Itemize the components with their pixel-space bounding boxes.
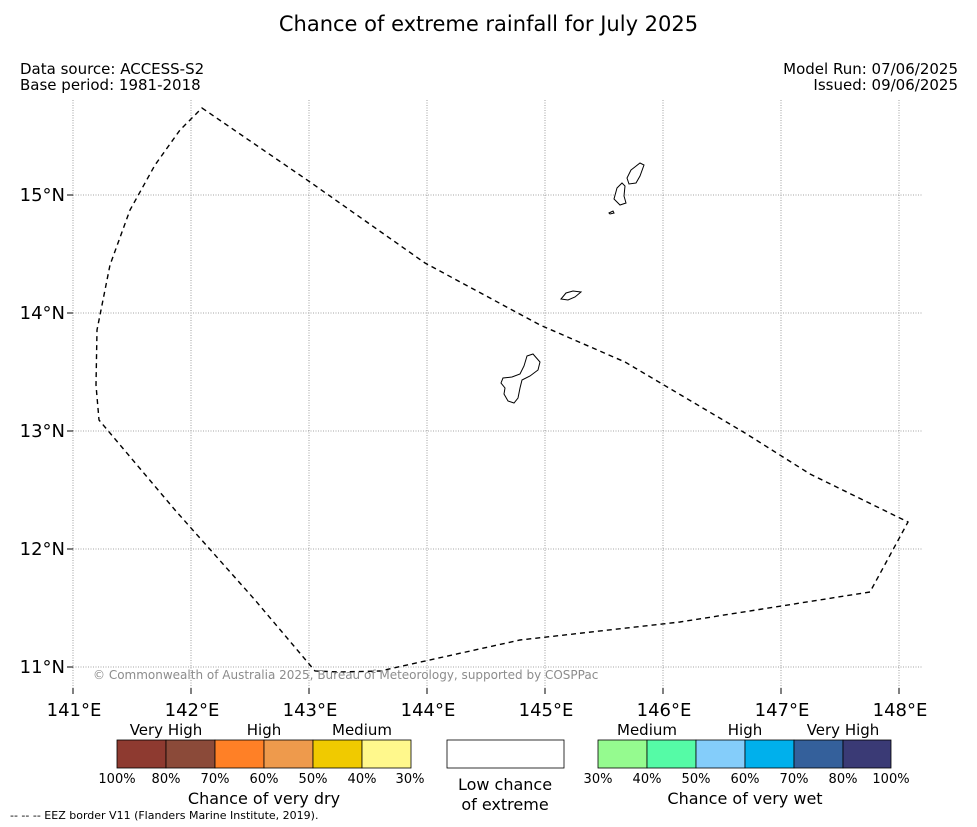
data-source-text: Data source: ACCESS-S2 xyxy=(20,60,205,78)
island-guam xyxy=(500,353,541,404)
lon-label-148e: 148°E xyxy=(873,700,928,721)
dry-color-bar xyxy=(116,739,412,769)
dry-group-medium: Medium xyxy=(332,721,392,739)
wet-tick-70: 70% xyxy=(780,772,809,787)
lat-label-15n: 15°N xyxy=(20,185,65,206)
wet-tick-30: 30% xyxy=(584,772,613,787)
wet-swatch-2 xyxy=(695,739,746,769)
island-tinian xyxy=(613,182,627,206)
lon-label-143e: 143°E xyxy=(283,700,338,721)
dry-swatch-2 xyxy=(214,739,265,769)
model-run-block: Model Run: 07/06/2025 Issued: 09/06/2025 xyxy=(783,61,958,93)
dry-caption: Chance of very dry xyxy=(188,789,340,808)
wet-group-very-high: Very High xyxy=(807,721,880,739)
eez-footnote: -- -- -- EEZ border V11 (Flanders Marine… xyxy=(10,809,319,822)
axis-ticks xyxy=(67,194,900,694)
lon-label-147e: 147°E xyxy=(755,700,810,721)
wet-tick-100: 100% xyxy=(872,772,909,787)
dry-tick-100: 100% xyxy=(98,772,135,787)
low-chance-caption-2: of extreme xyxy=(461,795,548,814)
island-rota xyxy=(560,290,583,301)
wet-tick-80: 80% xyxy=(829,772,858,787)
island-saipan xyxy=(626,162,645,185)
wet-group-medium: Medium xyxy=(617,721,677,739)
wet-caption: Chance of very wet xyxy=(667,789,822,808)
dry-tick-80: 80% xyxy=(152,772,181,787)
dry-group-high: High xyxy=(247,721,281,739)
copyright-text: © Commonwealth of Australia 2025, Bureau… xyxy=(93,668,598,682)
dry-tick-50: 50% xyxy=(299,772,328,787)
wet-group-high: High xyxy=(728,721,762,739)
wet-swatch-3 xyxy=(744,739,795,769)
lon-label-146e: 146°E xyxy=(637,700,692,721)
low-chance-caption-1: Low chance xyxy=(458,775,552,794)
low-chance-swatch xyxy=(446,739,565,769)
lat-label-12n: 12°N xyxy=(20,539,65,560)
lon-label-145e: 145°E xyxy=(519,700,574,721)
data-source-block: Data source: ACCESS-S2 Base period: 1981… xyxy=(20,61,204,93)
wet-swatch-0 xyxy=(597,739,648,769)
islands xyxy=(500,162,645,404)
eez-border xyxy=(95,107,909,673)
dry-group-very-high: Very High xyxy=(130,721,203,739)
base-period-text: Base period: 1981-2018 xyxy=(20,76,201,94)
dry-swatch-3 xyxy=(263,739,314,769)
lon-label-141e: 141°E xyxy=(47,700,102,721)
lon-label-144e: 144°E xyxy=(401,700,456,721)
lon-label-142e: 142°E xyxy=(165,700,220,721)
wet-color-bar xyxy=(597,739,892,769)
island-aguijan xyxy=(608,210,615,215)
lat-label-11n: 11°N xyxy=(20,657,65,678)
lat-label-14n: 14°N xyxy=(20,303,65,324)
wet-tick-60: 60% xyxy=(731,772,760,787)
dry-swatch-0 xyxy=(116,739,167,769)
wet-swatch-4 xyxy=(793,739,844,769)
wet-tick-40: 40% xyxy=(633,772,662,787)
dry-tick-30: 30% xyxy=(396,772,425,787)
wet-tick-50: 50% xyxy=(682,772,711,787)
dry-swatch-1 xyxy=(165,739,216,769)
lat-label-13n: 13°N xyxy=(20,421,65,442)
issued-text: Issued: 09/06/2025 xyxy=(813,76,958,94)
dry-tick-70: 70% xyxy=(201,772,230,787)
dry-swatch-4 xyxy=(312,739,363,769)
wet-swatch-1 xyxy=(646,739,697,769)
dry-swatch-5 xyxy=(361,739,412,769)
map-title: Chance of extreme rainfall for July 2025 xyxy=(278,12,699,36)
dry-tick-60: 60% xyxy=(250,772,279,787)
map-grid xyxy=(72,100,923,688)
dry-tick-40: 40% xyxy=(348,772,377,787)
wet-swatch-5 xyxy=(842,739,892,769)
model-run-text: Model Run: 07/06/2025 xyxy=(783,60,958,78)
